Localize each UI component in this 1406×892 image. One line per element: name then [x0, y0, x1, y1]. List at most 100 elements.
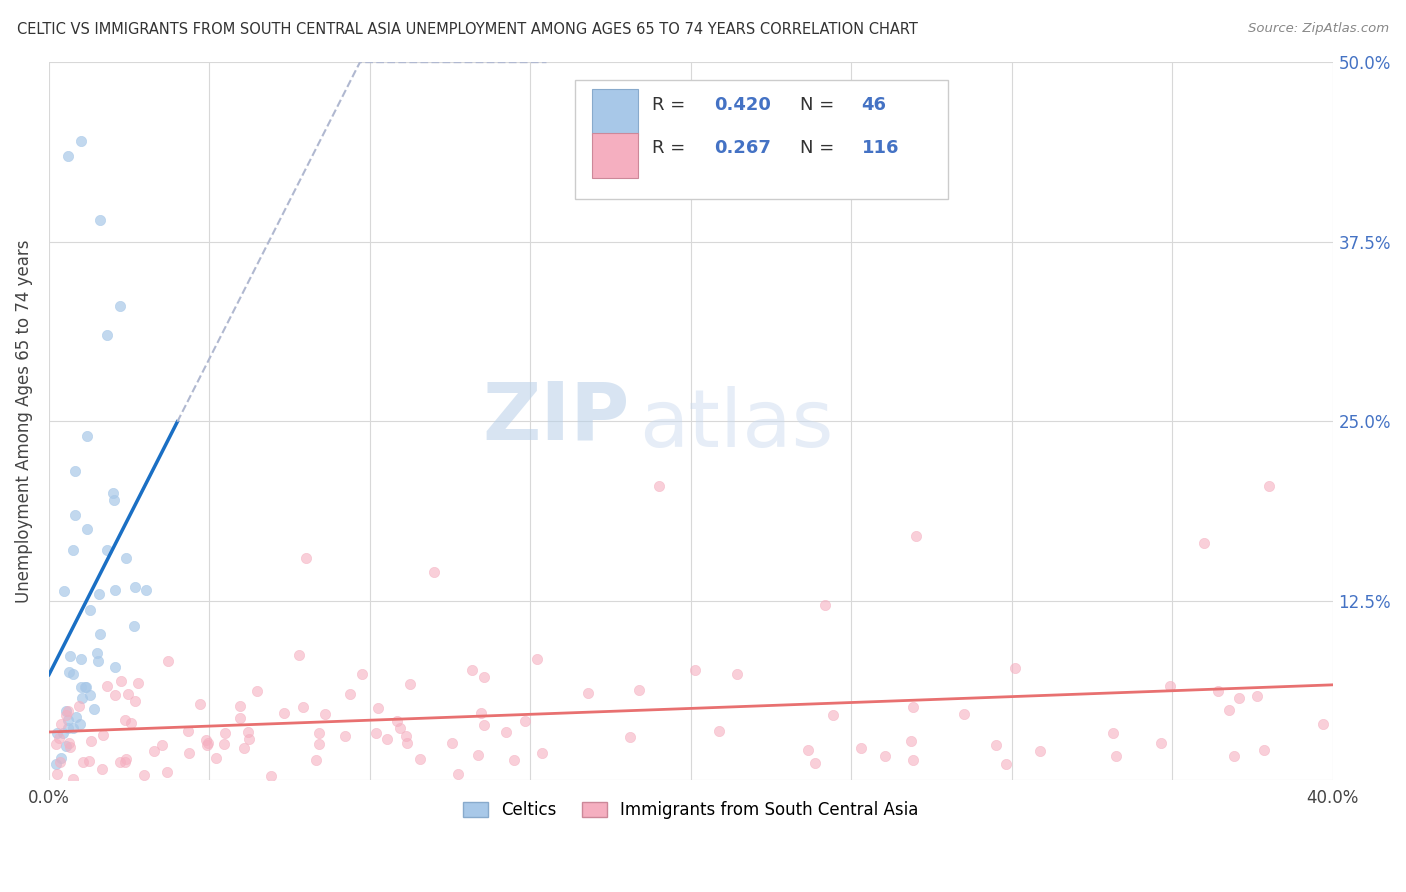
Point [953, 706, 976, 721]
Point [1194, 536, 1216, 550]
Point [849, 741, 872, 756]
Legend: Celtics, Immigrants from South Central Asia: Celtics, Immigrants from South Central A… [457, 795, 925, 826]
Y-axis label: Unemployment Among Ages 65 to 74 years: Unemployment Among Ages 65 to 74 years [15, 239, 32, 603]
Point [83, 702, 105, 716]
Point [1029, 743, 1052, 757]
Point [229, 711, 252, 725]
Point [59, 739, 82, 754]
Point [67, 698, 90, 713]
Point [1312, 716, 1334, 731]
Point [156, 764, 179, 779]
Point [385, 714, 408, 728]
Point [467, 747, 489, 762]
Point [821, 708, 844, 723]
Point [205, 750, 228, 764]
Point [62, 772, 84, 786]
Point [104, 583, 127, 598]
Point [56, 721, 79, 735]
Point [65, 710, 87, 724]
Point [619, 730, 641, 744]
Point [364, 725, 387, 739]
Point [367, 701, 389, 715]
Point [63, 465, 86, 479]
Point [246, 683, 269, 698]
Point [900, 734, 922, 748]
Point [89, 213, 111, 227]
Point [135, 582, 157, 597]
Point [1222, 749, 1244, 764]
Point [91, 762, 114, 776]
Point [46, 726, 69, 740]
Point [96, 679, 118, 693]
Point [45, 767, 67, 781]
Point [103, 493, 125, 508]
Point [683, 663, 706, 677]
Point [59, 649, 82, 664]
Point [76, 428, 98, 442]
Point [995, 756, 1018, 771]
Point [143, 744, 166, 758]
Point [375, 731, 398, 746]
Text: R =: R = [652, 139, 692, 157]
Point [108, 299, 131, 313]
FancyBboxPatch shape [592, 133, 638, 178]
Point [124, 694, 146, 708]
Point [49, 756, 72, 770]
Point [409, 752, 432, 766]
Text: atlas: atlas [638, 386, 832, 464]
Point [52, 583, 75, 598]
Point [157, 654, 180, 668]
Text: 0.420: 0.420 [714, 96, 770, 114]
Point [503, 753, 526, 767]
Point [470, 706, 492, 721]
Point [308, 726, 330, 740]
Point [89, 627, 111, 641]
Point [49, 716, 72, 731]
FancyBboxPatch shape [592, 89, 638, 136]
Point [797, 743, 820, 757]
Point [72, 755, 94, 769]
Point [576, 686, 599, 700]
Point [194, 733, 217, 747]
Point [1253, 743, 1275, 757]
Point [526, 652, 548, 666]
Point [308, 737, 330, 751]
Point [114, 713, 136, 727]
Point [108, 755, 131, 769]
Point [70, 690, 93, 705]
Point [440, 736, 463, 750]
Point [238, 732, 260, 747]
Point [80, 733, 103, 747]
Point [55, 708, 77, 723]
Point [110, 674, 132, 689]
Point [423, 565, 446, 579]
Point [70, 652, 93, 666]
Point [273, 706, 295, 721]
Point [212, 737, 235, 751]
Point [709, 724, 731, 739]
Point [93, 728, 115, 742]
Point [395, 729, 418, 743]
Point [117, 687, 139, 701]
Point [1150, 736, 1173, 750]
Text: ZIP: ZIP [482, 378, 630, 457]
Point [48, 731, 70, 745]
Point [150, 739, 173, 753]
Point [314, 706, 336, 721]
Point [472, 670, 495, 684]
Point [62, 542, 84, 557]
Point [260, 769, 283, 783]
Text: R =: R = [652, 96, 692, 114]
Point [62, 667, 84, 681]
Point [232, 741, 254, 756]
Text: N =: N = [800, 96, 839, 114]
Point [104, 688, 127, 702]
Point [903, 700, 925, 714]
Point [495, 724, 517, 739]
Point [236, 725, 259, 739]
Point [58, 148, 80, 162]
Point [77, 755, 100, 769]
Point [1227, 690, 1250, 705]
Point [305, 753, 328, 767]
Point [1101, 726, 1123, 740]
